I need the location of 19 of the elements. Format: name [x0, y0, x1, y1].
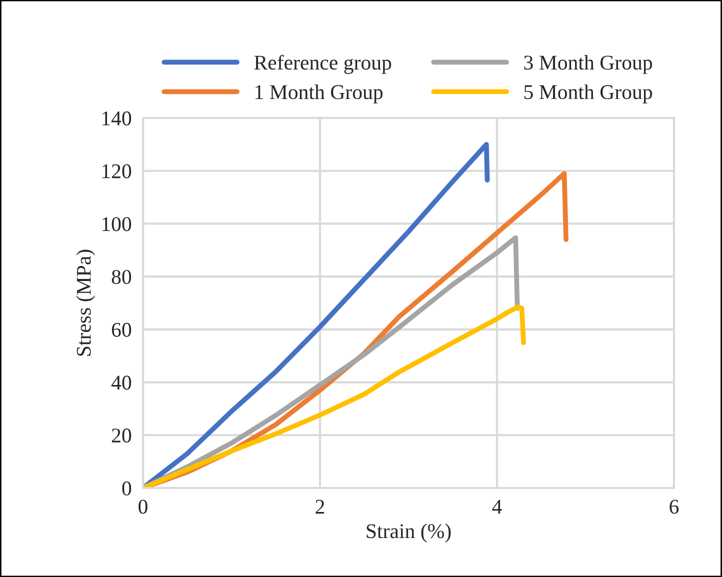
y-tick-label: 0 [122, 481, 132, 496]
x-tick-label: 6 [670, 500, 679, 514]
y-tick-label: 20 [112, 428, 132, 443]
y-tick-label: 40 [111, 376, 132, 390]
legend-label: 5 Month Group [524, 84, 652, 104]
x-tick-label: 4 [492, 500, 502, 514]
x-tick-label: 0 [138, 500, 148, 514]
x-tick-label: 2 [316, 500, 324, 514]
legend-label: Reference group [254, 54, 392, 74]
x-axis-title: Strain (%) [366, 524, 451, 542]
legend-label: 1 Month Group [256, 84, 383, 104]
line-series [143, 304, 526, 488]
y-tick-label: 120 [102, 164, 132, 178]
y-tick-label: 140 [102, 111, 132, 126]
y-tick-label: 60 [112, 322, 132, 337]
legend-label: 3 Month Group [524, 55, 652, 74]
y-tick-label: 100 [102, 217, 132, 232]
y-tick-label: 80 [112, 270, 132, 284]
y-axis-title: Stress (MPa) [76, 250, 96, 356]
